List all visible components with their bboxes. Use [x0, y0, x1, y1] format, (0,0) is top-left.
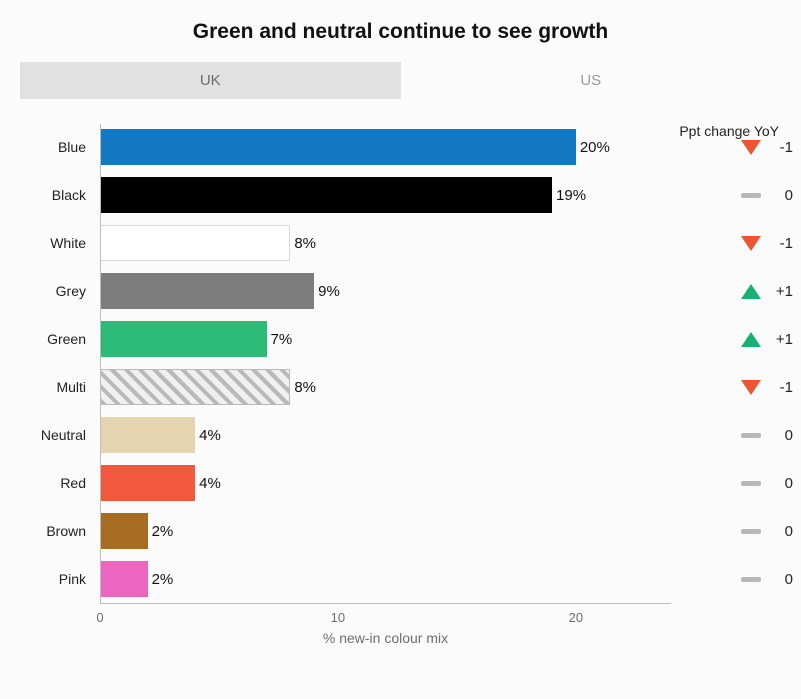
yoy-change: -1 — [697, 235, 793, 252]
bar-row: Multi8%-1 — [100, 363, 671, 411]
category-label: Red — [60, 475, 86, 491]
dash-flat-icon — [741, 481, 761, 486]
yoy-value: 0 — [771, 187, 793, 204]
yoy-value: 0 — [771, 571, 793, 588]
dash-flat-icon — [741, 577, 761, 582]
region-tabs: UK US — [20, 62, 781, 99]
x-tick: 10 — [331, 610, 345, 625]
bar-row: Red4%0 — [100, 459, 671, 507]
chart-title: Green and neutral continue to see growth — [0, 0, 801, 62]
tab-us[interactable]: US — [401, 62, 782, 99]
yoy-change: 0 — [697, 571, 793, 588]
triangle-up-icon — [741, 284, 761, 299]
bar-row: Grey9%+1 — [100, 267, 671, 315]
yoy-value: 0 — [771, 475, 793, 492]
bar-value: 4% — [199, 427, 221, 444]
triangle-up-icon — [741, 332, 761, 347]
yoy-value: -1 — [771, 379, 793, 396]
dash-flat-icon — [741, 193, 761, 198]
x-tick: 0 — [96, 610, 103, 625]
category-label: Blue — [58, 139, 86, 155]
category-label: Brown — [46, 523, 86, 539]
bar — [100, 129, 576, 165]
bar-value: 2% — [152, 523, 174, 540]
y-axis-line — [100, 124, 101, 604]
bar — [100, 513, 148, 549]
bar-row: Blue20%-1 — [100, 123, 671, 171]
bar — [100, 225, 290, 261]
yoy-change: +1 — [697, 331, 793, 348]
bar-plot: Blue20%-1Black19%0White8%-1Grey9%+1Green… — [100, 123, 671, 603]
bar-value: 2% — [152, 571, 174, 588]
yoy-change: 0 — [697, 475, 793, 492]
bar-value: 20% — [580, 139, 610, 156]
dash-flat-icon — [741, 433, 761, 438]
tab-uk[interactable]: UK — [20, 62, 401, 99]
bar — [100, 321, 267, 357]
yoy-value: -1 — [771, 235, 793, 252]
bar — [100, 273, 314, 309]
yoy-change: 0 — [697, 187, 793, 204]
yoy-value: +1 — [771, 331, 793, 348]
category-label: Grey — [56, 283, 86, 299]
bar-row: White8%-1 — [100, 219, 671, 267]
yoy-value: 0 — [771, 523, 793, 540]
yoy-change: +1 — [697, 283, 793, 300]
yoy-change: -1 — [697, 379, 793, 396]
yoy-change: 0 — [697, 523, 793, 540]
bar-value: 4% — [199, 475, 221, 492]
bar — [100, 561, 148, 597]
bar — [100, 417, 195, 453]
dash-flat-icon — [741, 529, 761, 534]
category-label: Black — [52, 187, 86, 203]
chart-area: Ppt change YoY Blue20%-1Black19%0White8%… — [0, 123, 801, 646]
bar-row: Black19%0 — [100, 171, 671, 219]
bar-value: 9% — [318, 283, 340, 300]
bar-row: Brown2%0 — [100, 507, 671, 555]
category-label: White — [50, 235, 86, 251]
yoy-change: -1 — [697, 139, 793, 156]
bar-row: Neutral4%0 — [100, 411, 671, 459]
yoy-value: 0 — [771, 427, 793, 444]
bar — [100, 465, 195, 501]
yoy-value: -1 — [771, 139, 793, 156]
category-label: Multi — [56, 379, 86, 395]
category-label: Pink — [59, 571, 86, 587]
bar-row: Green7%+1 — [100, 315, 671, 363]
bar-value: 8% — [294, 235, 316, 252]
bar-value: 8% — [294, 379, 316, 396]
yoy-value: +1 — [771, 283, 793, 300]
category-label: Green — [47, 331, 86, 347]
category-label: Neutral — [41, 427, 86, 443]
bar-value: 19% — [556, 187, 586, 204]
triangle-down-icon — [741, 236, 761, 251]
bar-row: Pink2%0 — [100, 555, 671, 603]
yoy-change: 0 — [697, 427, 793, 444]
triangle-down-icon — [741, 380, 761, 395]
yoy-header: Ppt change YoY — [679, 123, 779, 139]
bar — [100, 177, 552, 213]
bar-value: 7% — [271, 331, 293, 348]
x-axis-label: % new-in colour mix — [0, 630, 801, 646]
bar — [100, 369, 290, 405]
x-tick: 20 — [569, 610, 583, 625]
x-axis: 01020 — [100, 603, 671, 604]
triangle-down-icon — [741, 140, 761, 155]
